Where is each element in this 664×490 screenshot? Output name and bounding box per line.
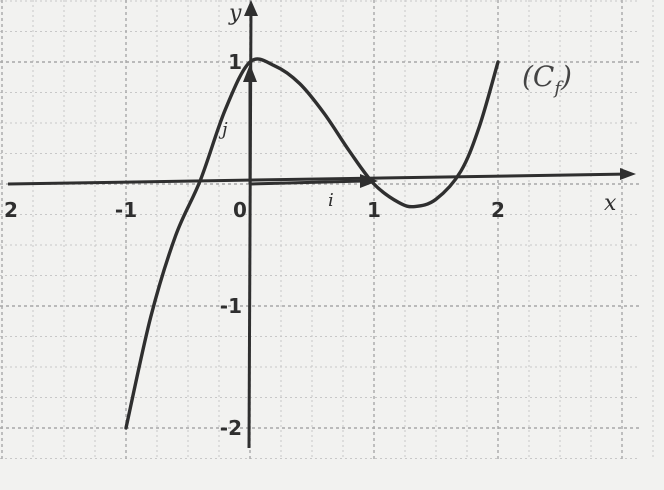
x-axis-label: x xyxy=(604,191,617,216)
x-tick-labels: 2 -1 0 1 2 xyxy=(4,198,505,222)
x-tick-label: 0 xyxy=(233,198,247,222)
x-tick-label: 1 xyxy=(367,198,381,222)
x-axis-line xyxy=(7,172,631,186)
y-tick-label: -1 xyxy=(220,294,242,318)
x-tick-label: 2 xyxy=(4,198,18,222)
unit-vector-i xyxy=(249,179,365,186)
minor-grid xyxy=(0,0,654,460)
curve-label-main: (C xyxy=(522,60,554,93)
x-tick-label: 2 xyxy=(491,198,505,222)
unit-vector-j-label: j xyxy=(218,119,228,140)
y-tick-label: -2 xyxy=(220,416,242,440)
curve-label-close: ) xyxy=(560,60,572,93)
unit-vector-i-label: i xyxy=(328,190,334,211)
y-axis-arrowhead xyxy=(244,0,258,16)
x-tick-label: -1 xyxy=(115,198,137,222)
y-tick-label: 1 xyxy=(228,50,242,74)
unit-vector-i-arrowhead xyxy=(360,174,378,188)
unit-vector-j-arrowhead xyxy=(243,64,257,82)
y-tick-labels: 1 -1 -2 xyxy=(220,50,242,440)
curve-cf xyxy=(124,57,500,430)
x-axis-arrowhead xyxy=(620,168,636,180)
y-axis-label: y xyxy=(228,1,242,26)
